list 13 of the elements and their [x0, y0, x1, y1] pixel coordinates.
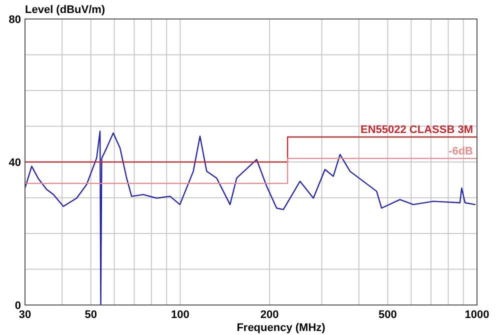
y-tick-label: 40 — [8, 157, 21, 169]
series-label: -6dB — [448, 145, 474, 158]
x-tick-label: 200 — [260, 309, 279, 321]
y-tick-label: 0 — [14, 300, 21, 312]
x-axis-title: Frequency (MHz) — [236, 322, 326, 334]
x-tick-label: 1000 — [464, 309, 490, 321]
x-tick-label: 500 — [378, 309, 397, 321]
x-tick-label: 100 — [171, 309, 190, 321]
x-tick-label: 30 — [18, 309, 32, 321]
series-label: EN55022 CLASSB 3M — [360, 124, 473, 136]
y-axis-title: Level (dBuV/m) — [25, 4, 106, 16]
x-tick-label: 50 — [84, 309, 97, 321]
y-tick-label: 80 — [8, 14, 21, 26]
